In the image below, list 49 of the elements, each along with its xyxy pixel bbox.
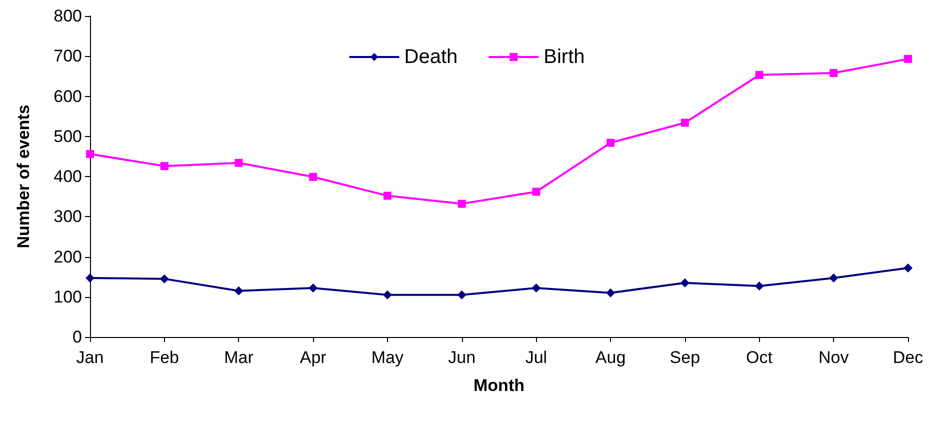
x-tick-label: Mar: [224, 348, 254, 367]
y-tick-label: 200: [54, 247, 82, 266]
x-tick-label: Apr: [300, 348, 327, 367]
point: [680, 278, 690, 288]
point: [382, 290, 392, 300]
y-tick-label: 0: [72, 328, 82, 346]
x-axis-title: Month: [474, 376, 524, 395]
x-tick-label: Aug: [595, 348, 626, 367]
y-tick-label: 400: [54, 167, 82, 186]
point: [829, 274, 838, 283]
point: [532, 284, 541, 293]
point: [308, 284, 318, 293]
point: [457, 290, 466, 300]
x-tick-label: Jul: [525, 348, 548, 367]
x-tick-label: Jun: [448, 348, 476, 367]
point: [755, 70, 764, 79]
x-tick-label: Oct: [746, 348, 773, 367]
y-tick-label: 300: [54, 207, 82, 226]
y-axis-title: Number of events: [14, 104, 33, 248]
y-tick-label: 100: [54, 287, 82, 306]
x-tick-label: Nov: [818, 348, 850, 367]
y-tick-label: 700: [54, 46, 82, 66]
point: [234, 158, 243, 167]
x-tick-label: Dec: [892, 348, 924, 367]
y-tick-label: 500: [54, 126, 82, 146]
legend-label: Birth: [544, 46, 585, 68]
x-tick-label: May: [371, 348, 404, 367]
point: [160, 162, 168, 170]
point: [458, 200, 466, 208]
y-tick-label: 800: [54, 6, 82, 26]
point: [830, 68, 838, 77]
point: [383, 192, 392, 200]
point: [234, 286, 244, 296]
x-tick-label: Feb: [150, 348, 180, 367]
point: [754, 282, 764, 291]
x-tick-label: Jan: [76, 348, 104, 367]
point: [532, 188, 540, 196]
point: [904, 263, 912, 272]
y-tick-label: 600: [54, 86, 82, 106]
point: [680, 118, 689, 127]
point: [86, 150, 94, 158]
point: [86, 274, 94, 283]
point: [606, 138, 615, 147]
legend-label: Death: [404, 46, 458, 68]
x-tick-label: Sep: [670, 348, 700, 367]
point: [904, 54, 912, 63]
point: [606, 288, 616, 298]
point: [309, 172, 318, 181]
point: [160, 274, 169, 284]
